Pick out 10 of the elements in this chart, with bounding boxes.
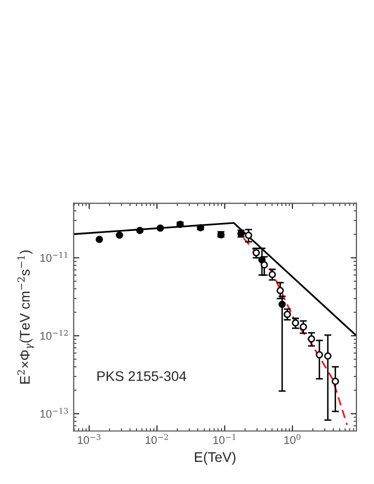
- x-tick-label: 10$^{−2}$: [146, 434, 168, 444]
- x-axis-title: E(TeV): [194, 452, 236, 465]
- x-tick-label: 10$^{0}$: [284, 434, 300, 444]
- x-tick-label: 10$^{−1}$: [213, 434, 236, 444]
- annotation: PKS 2155-304: [97, 371, 186, 382]
- y-tick-label: 10$^{−11}$: [40, 252, 68, 262]
- text: E$^{2}$×Φ$_{γ}$(TeV cm$^{−2}$s$^{−1}$): [17, 250, 34, 384]
- x-tick-label: 10$^{−3}$: [78, 434, 100, 444]
- y-tick-label: 10$^{−12}$: [40, 330, 68, 340]
- y-tick-label: 10$^{−13}$: [40, 408, 68, 418]
